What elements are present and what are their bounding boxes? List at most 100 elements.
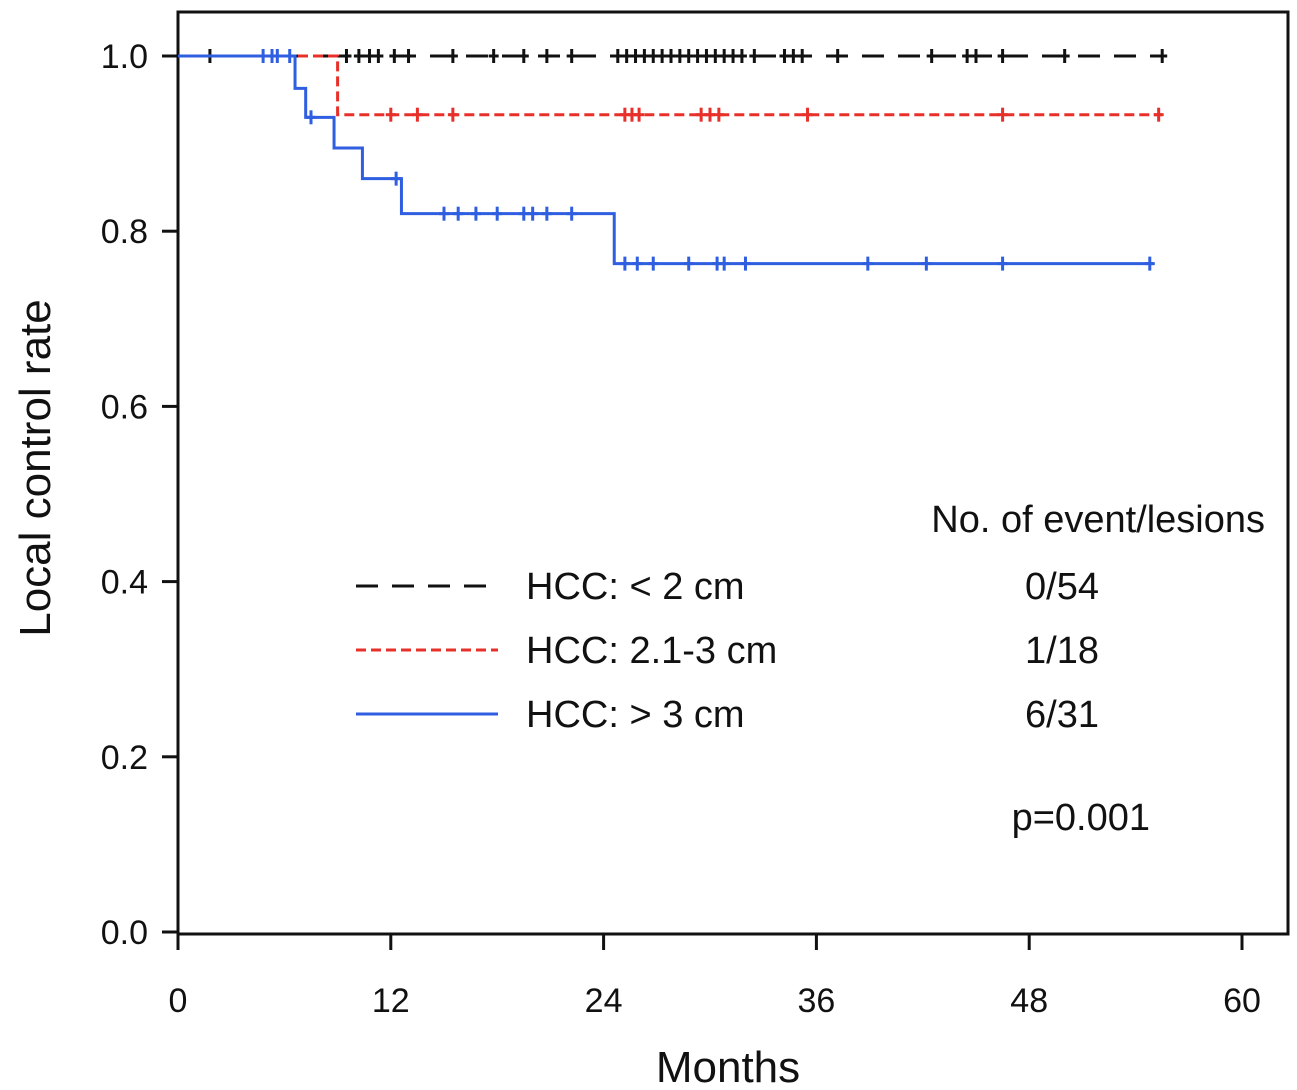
censor-mark [921, 256, 932, 271]
censor-mark [997, 49, 1008, 63]
legend-series-name: HCC: > 3 cm [526, 694, 745, 736]
censor-mark [1153, 107, 1164, 122]
y-tick-label: 0.6 [101, 388, 148, 426]
censor-mark [373, 49, 384, 63]
censor-mark [353, 49, 364, 63]
censor-mark [1059, 49, 1070, 63]
censor-mark [518, 49, 529, 63]
censor-mark [488, 49, 499, 63]
censor-mark [412, 107, 423, 122]
censor-mark [453, 206, 464, 221]
legend: HCC: < 2 cm 0/54 HCC: 2.1-3 cm 1/18 HCC: > 3… [356, 566, 1099, 736]
p-value-annotation: p=0.001 [1012, 797, 1150, 839]
y-tick-label: 0.0 [101, 914, 148, 952]
censor-mark [683, 49, 694, 63]
censor-mark [719, 49, 730, 63]
censor-mark [541, 49, 552, 63]
censor-mark [272, 49, 283, 63]
legend-header: No. of event/lesions [931, 499, 1265, 541]
legend-series-name: HCC: 2.1-3 cm [526, 630, 777, 672]
censor-mark [630, 49, 641, 63]
censor-mark [749, 49, 760, 63]
censor-mark [705, 107, 715, 122]
censor-mark [541, 206, 552, 221]
censor-mark [518, 206, 529, 221]
x-tick-label: 48 [1010, 982, 1048, 1020]
censor-mark [470, 206, 481, 221]
x-tick-label: 36 [797, 982, 835, 1020]
series-1 [178, 49, 1168, 63]
censor-mark [389, 49, 400, 63]
censor-mark [802, 107, 813, 122]
censor-mark [619, 256, 630, 271]
censor-mark [527, 206, 538, 221]
censor-mark [674, 49, 685, 63]
censor-mark [862, 256, 873, 271]
censor-mark [962, 49, 973, 63]
censor-mark [997, 256, 1008, 271]
censor-mark [701, 49, 712, 63]
censor-mark [648, 49, 659, 63]
y-axis: 0.0 0.2 0.4 0.6 0.8 1.0 [101, 38, 178, 952]
censor-mark [258, 49, 269, 63]
censor-mark [788, 49, 799, 63]
censor-mark [719, 256, 730, 271]
censor-mark [566, 49, 577, 63]
censor-mark [341, 49, 352, 63]
censor-mark [632, 256, 643, 271]
x-tick-label: 60 [1223, 982, 1261, 1020]
censor-mark [403, 49, 414, 63]
censor-mark [832, 49, 843, 63]
censor-mark [1157, 49, 1168, 63]
legend-event-count: 0/54 [1025, 566, 1099, 608]
censor-mark [657, 49, 668, 63]
censor-mark [439, 206, 449, 221]
censor-mark [1144, 256, 1155, 271]
series-line [178, 54, 1154, 266]
legend-item: HCC: > 3 cm 6/31 [356, 694, 1099, 736]
series-2 [178, 54, 1164, 122]
y-tick-label: 1.0 [101, 38, 148, 76]
x-tick-label: 12 [372, 982, 410, 1020]
censor-mark [566, 206, 577, 221]
y-tick-label: 0.4 [101, 564, 148, 602]
censor-mark [713, 107, 724, 122]
censor-mark [447, 49, 458, 63]
x-tick-label: 24 [585, 982, 623, 1020]
censor-mark [639, 49, 650, 63]
x-axis-title: Months [656, 1043, 800, 1090]
y-tick-label: 0.2 [101, 739, 148, 777]
legend-series-name: HCC: < 2 cm [526, 566, 745, 608]
censor-mark [692, 49, 703, 63]
censor-mark [447, 107, 458, 122]
y-tick-label: 0.8 [101, 213, 148, 251]
legend-item: HCC: 2.1-3 cm 1/18 [356, 630, 1099, 672]
censor-mark [648, 256, 659, 271]
series-line [178, 54, 1163, 117]
series-3 [178, 49, 1155, 271]
censor-mark [621, 49, 632, 63]
series-layer [178, 49, 1168, 271]
censor-mark [284, 49, 295, 63]
censor-mark [364, 49, 375, 63]
plot-frame [176, 10, 1290, 936]
x-tick-label: 0 [169, 982, 188, 1020]
x-axis: 0 12 24 36 48 60 [169, 934, 1261, 1020]
censor-mark [696, 107, 707, 122]
censor-mark [612, 49, 623, 63]
censor-mark [797, 49, 808, 63]
censor-mark [728, 49, 739, 63]
censor-mark [997, 107, 1008, 122]
censor-mark [306, 110, 316, 125]
censor-mark [710, 49, 721, 63]
censor-mark [683, 256, 694, 271]
censor-mark [385, 107, 396, 122]
censor-mark [740, 256, 751, 271]
censor-mark [736, 49, 747, 63]
legend-event-count: 1/18 [1025, 630, 1099, 672]
censor-mark [665, 49, 676, 63]
censor-mark [971, 49, 981, 63]
legend-item: HCC: < 2 cm 0/54 [356, 566, 1099, 608]
legend-event-count: 6/31 [1025, 694, 1099, 736]
